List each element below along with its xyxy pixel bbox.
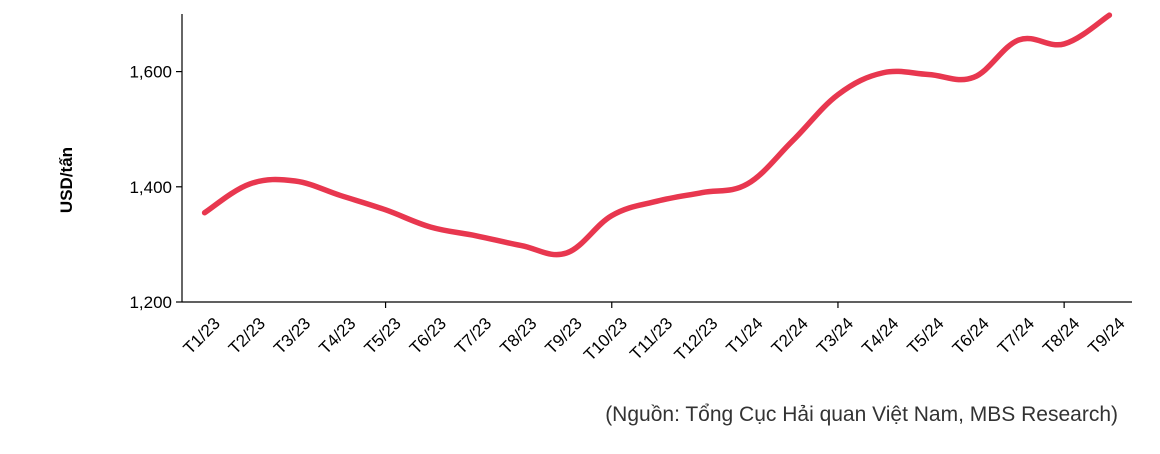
x-tick-label: T2/23	[225, 314, 269, 358]
x-tick-label: T1/23	[180, 314, 224, 358]
x-tick-label: T5/24	[903, 314, 947, 358]
y-tick-label: 1,600	[129, 63, 172, 82]
y-tick-label: 1,200	[129, 293, 172, 312]
x-tick-label: T1/24	[723, 314, 767, 358]
x-tick-label: T11/23	[626, 314, 676, 364]
x-tick-label: T4/23	[315, 314, 359, 358]
x-tick-label: T9/24	[1084, 314, 1128, 358]
series-line	[201, 12, 1113, 258]
y-tick-labels: 1,200 1,400 1,600	[129, 63, 172, 312]
y-tick-label: 1,400	[129, 178, 172, 197]
x-tick-labels: T1/23 T2/23 T3/23 T4/23 T5/23 T6/23 T7/23 T8/23…	[180, 314, 1129, 365]
x-tick-label: T3/23	[270, 314, 314, 358]
x-tick-label: T2/24	[768, 314, 812, 358]
x-tick-label: T7/23	[451, 314, 495, 358]
x-tick-label: T4/24	[858, 314, 902, 358]
x-tick-label: T5/23	[361, 314, 405, 358]
x-tick-label: T10/23	[580, 314, 631, 365]
x-tick-label: T8/24	[1039, 314, 1083, 358]
x-tick-label: T3/24	[813, 314, 857, 358]
x-tick-label: T12/23	[671, 314, 722, 365]
source-note: (Nguồn: Tổng Cục Hải quan Việt Nam, MBS …	[605, 403, 1118, 426]
x-tick-label: T8/23	[496, 314, 540, 358]
x-tick-label: T6/23	[406, 314, 450, 358]
y-axis-title: USD/tấn	[57, 147, 76, 213]
x-tick-label: T7/24	[994, 314, 1038, 358]
x-tick-label: T6/24	[949, 314, 993, 358]
chart-axes	[176, 14, 1132, 308]
series-layer	[201, 12, 1113, 258]
